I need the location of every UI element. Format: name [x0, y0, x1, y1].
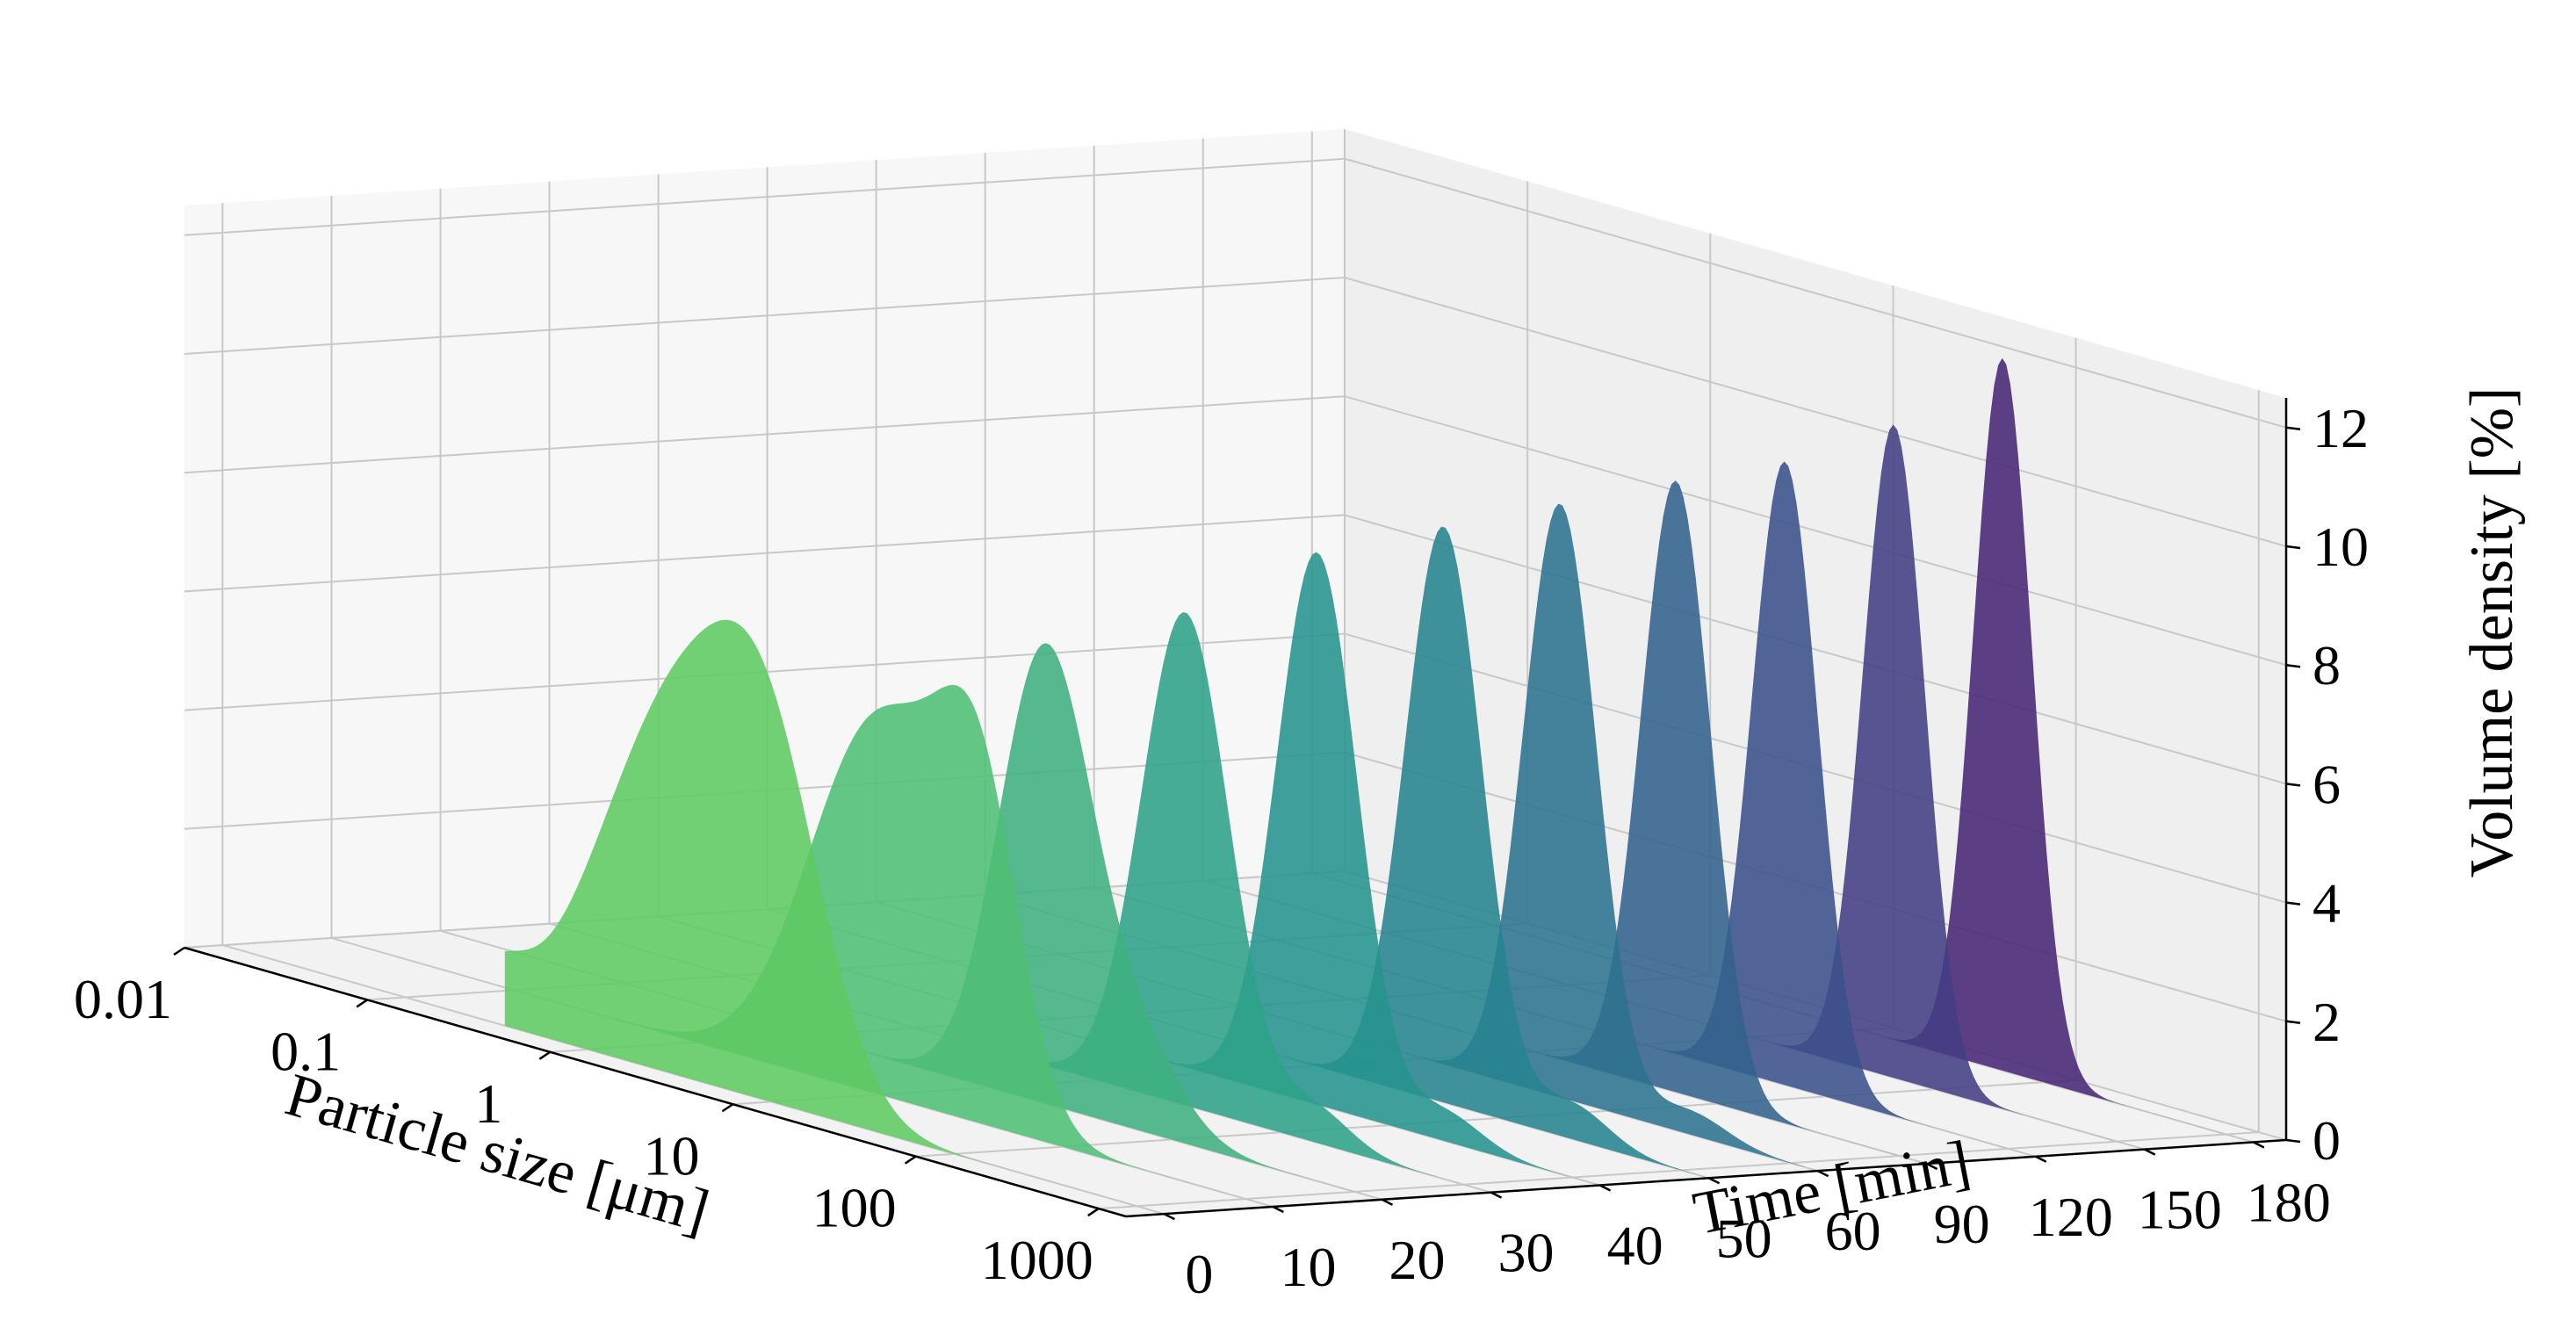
- time-tick: [2035, 1155, 2047, 1163]
- time-tick-label: 60: [1825, 1200, 1881, 1262]
- time-tick: [1490, 1191, 1503, 1199]
- z-axis-label: Volume density [%]: [2458, 387, 2526, 878]
- time-tick: [1926, 1162, 1938, 1171]
- z-gridline: [184, 157, 2287, 429]
- z-gridline: [184, 276, 2287, 547]
- time-tick-label: 180: [2247, 1171, 2331, 1233]
- time-tick-label: 40: [1607, 1214, 1663, 1276]
- z-tick-label: 0: [2313, 1109, 2341, 1172]
- series-area-t0: [504, 619, 1151, 1210]
- z-tick: [2285, 1020, 2301, 1025]
- series-area-t40: [941, 552, 1587, 1182]
- y-axis-ticks: 0 10 20 30 40 50 60 90 120 150 180: [1163, 1141, 2331, 1305]
- x-tick: [904, 1155, 917, 1165]
- z-tick-label: 2: [2313, 991, 2341, 1053]
- x-tick-label: 10: [643, 1124, 699, 1187]
- time-axis-line: [1125, 1138, 2287, 1218]
- x-tick: [1087, 1208, 1100, 1217]
- z-tick-label: 10: [2313, 516, 2369, 578]
- z-gridline: [184, 395, 2287, 667]
- z-tick-label: 12: [2313, 397, 2369, 459]
- z-tick: [2285, 901, 2301, 906]
- x-tick-label: 1: [474, 1072, 502, 1135]
- time-tick: [2253, 1141, 2265, 1149]
- z-tick: [2285, 545, 2301, 550]
- x-tick: [173, 946, 185, 956]
- time-tick-label: 30: [1498, 1222, 1555, 1284]
- z-tick-label: 6: [2313, 753, 2341, 815]
- z-tick-label: 4: [2313, 872, 2341, 934]
- time-tick: [1272, 1205, 1285, 1214]
- x-axis-ticks: 0.01 0.1 1 10 100 1000: [74, 946, 1100, 1291]
- series-area-t30: [831, 612, 1478, 1189]
- time-tick-label: 90: [1934, 1193, 1990, 1255]
- x-tick: [538, 1050, 552, 1060]
- time-tick-label: 150: [2138, 1179, 2222, 1241]
- series-area-t20: [722, 643, 1369, 1196]
- time-tick: [1163, 1213, 1175, 1221]
- time-tick: [2144, 1148, 2156, 1156]
- x-tick-label: 1000: [981, 1229, 1093, 1291]
- z-axis-ticks: 0 2 4 6 8 10 12: [2285, 397, 2369, 1172]
- z-tick: [2285, 783, 2301, 787]
- time-tick-label: 10: [1280, 1236, 1336, 1298]
- z-tick: [2285, 426, 2301, 431]
- time-tick: [1708, 1177, 1721, 1185]
- time-tick-label: 20: [1389, 1229, 1445, 1291]
- x-tick: [721, 1103, 734, 1113]
- time-tick-label: 120: [2029, 1186, 2113, 1248]
- axis-lines: [184, 398, 2288, 1218]
- x-axis-line: [184, 946, 1127, 1218]
- series-layer: [504, 357, 2240, 1210]
- x-tick-label: 0.1: [271, 1020, 341, 1082]
- x-tick: [356, 999, 368, 1008]
- time-tick: [1381, 1198, 1394, 1206]
- time-tick-label: 0: [1185, 1243, 1213, 1305]
- z-tick: [2285, 663, 2301, 668]
- z-tick-label: 8: [2313, 634, 2341, 696]
- time-tick: [1599, 1184, 1612, 1192]
- series-area-t10: [613, 684, 1260, 1203]
- z-tick: [2285, 1138, 2301, 1144]
- time-tick: [1817, 1170, 1829, 1178]
- x-tick-label: 0.01: [74, 968, 172, 1030]
- x-tick-label: 100: [812, 1177, 897, 1239]
- time-tick-label: 50: [1716, 1207, 1772, 1269]
